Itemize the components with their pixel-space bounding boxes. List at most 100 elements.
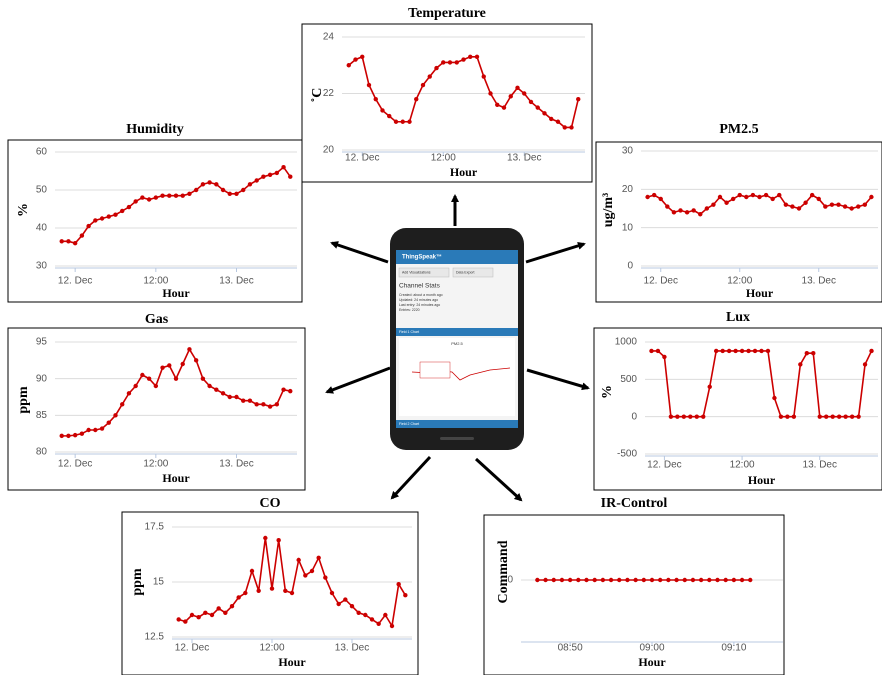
data-point	[267, 172, 273, 177]
data-point	[715, 577, 720, 583]
x-tick-label: 12. Dec	[647, 460, 681, 471]
data-point	[730, 196, 736, 202]
data-point	[196, 615, 201, 620]
button[interactable]	[398, 267, 450, 278]
button[interactable]	[452, 267, 494, 278]
data-point	[241, 398, 246, 403]
data-point	[535, 105, 540, 110]
data-point	[441, 60, 446, 65]
data-point	[791, 414, 797, 419]
data-point	[113, 413, 118, 418]
data-point	[366, 82, 372, 88]
data-point	[543, 577, 548, 583]
stat: Last entry: 24 minutes ago	[399, 303, 440, 307]
x-tick-label: 13. Dec	[802, 276, 836, 287]
chart-panel: Temperature 20 22 24 12. Dec 12:00 13. Dec Hour…	[301, 6, 593, 183]
y-tick-label: 20	[323, 145, 335, 156]
data-point	[93, 427, 98, 433]
data-point	[241, 187, 246, 193]
data-point	[569, 125, 574, 130]
chart-title: Gas	[145, 312, 169, 327]
data-point	[713, 348, 719, 354]
arrow	[325, 366, 391, 394]
data-point	[823, 204, 828, 209]
data-point	[403, 593, 408, 598]
data-point	[856, 414, 861, 419]
data-point	[59, 433, 64, 439]
arrow	[474, 457, 523, 502]
x-tick-label: 09:00	[639, 643, 664, 654]
data-point	[229, 604, 235, 609]
data-point	[690, 577, 696, 583]
data-point	[234, 394, 239, 400]
data-point	[816, 196, 821, 202]
y-tick-label: 20	[622, 184, 634, 195]
data-point	[220, 187, 226, 193]
chart-panel: Lux -500 0 500 1000 12. Dec 12:00 13. Dec Hour%	[593, 310, 882, 491]
data-point	[200, 182, 206, 187]
data-point	[427, 74, 432, 79]
data-point	[346, 63, 351, 68]
data-point	[288, 174, 293, 179]
data-point	[79, 431, 85, 436]
data-point	[701, 414, 706, 419]
x-tick-label: 13. Dec	[335, 643, 369, 654]
data-point	[778, 414, 784, 419]
data-point	[559, 577, 565, 583]
mini-chart-title: PM2.5	[451, 341, 463, 346]
data-point	[720, 348, 725, 354]
data-point	[86, 427, 91, 433]
data-point	[396, 582, 401, 587]
data-point	[269, 586, 275, 591]
data-point	[675, 414, 680, 419]
data-point	[625, 577, 630, 583]
data-point	[633, 577, 638, 583]
data-point	[567, 577, 573, 583]
data-point	[214, 387, 219, 392]
arrow	[526, 368, 590, 391]
data-point	[836, 414, 842, 419]
x-tick-label: 12:00	[143, 276, 168, 287]
data-point	[140, 195, 145, 200]
data-point	[733, 348, 738, 354]
panel-frame	[7, 139, 303, 303]
data-point	[173, 376, 179, 381]
data-point	[126, 391, 132, 396]
y-tick-label: 10	[622, 222, 634, 233]
data-point	[748, 577, 753, 583]
data-point	[167, 363, 172, 368]
data-point	[256, 588, 261, 593]
data-point	[704, 206, 710, 211]
chart-panel: Humidity 30 40 50 60 12. Dec 12:00 13. Dec Hour%	[7, 122, 303, 303]
data-point	[796, 206, 802, 211]
button-label[interactable]: Data Export	[456, 270, 475, 274]
button-label[interactable]: Add Visualizations	[402, 270, 431, 274]
data-point	[829, 202, 835, 207]
data-point	[468, 54, 473, 59]
data-point	[254, 402, 259, 407]
data-point	[862, 202, 868, 207]
x-axis-label: Hour	[162, 471, 190, 485]
data-point	[207, 180, 212, 185]
data-point	[167, 193, 172, 198]
data-point	[207, 383, 212, 389]
data-point	[133, 199, 138, 204]
data-point	[746, 348, 751, 354]
data-point	[254, 178, 259, 183]
y-tick-label: 30	[622, 146, 634, 157]
data-point	[380, 108, 385, 113]
chart-title: Humidity	[126, 122, 184, 137]
field-bar	[396, 328, 518, 336]
data-point	[681, 414, 687, 419]
data-point	[336, 601, 341, 607]
data-point	[461, 57, 466, 62]
x-axis-label: Hour	[638, 655, 666, 669]
data-point	[737, 192, 742, 198]
data-point	[261, 174, 266, 179]
data-point	[731, 577, 737, 583]
panel-frame	[7, 327, 306, 491]
data-point	[220, 391, 226, 396]
data-point	[323, 575, 328, 580]
data-point	[349, 604, 355, 609]
